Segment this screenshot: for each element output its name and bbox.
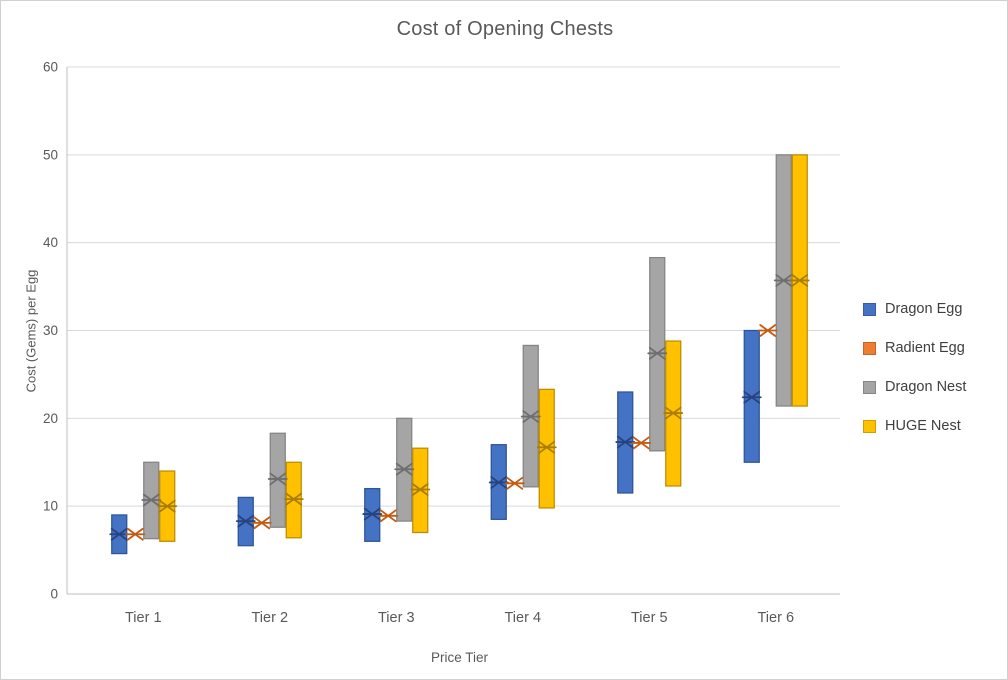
mean-marker-huge-nest-tier-6[interactable] <box>789 274 810 287</box>
mean-marker-radient-egg-tier-4[interactable] <box>504 476 525 490</box>
y-axis-title: Cost (Gems) per Egg <box>23 269 39 393</box>
mean-marker-huge-nest-tier-1[interactable] <box>157 499 178 513</box>
y-tick-label: 10 <box>43 499 58 514</box>
mean-marker-dragon-nest-tier-2[interactable] <box>267 472 288 486</box>
legend-item-dragon-nest[interactable]: Dragon Nest <box>863 379 966 395</box>
y-tick-label: 50 <box>43 147 58 162</box>
x-tick-label: Tier 2 <box>251 610 288 626</box>
mean-marker-dragon-egg-tier-5[interactable] <box>615 435 636 449</box>
x-tick-label: Tier 3 <box>378 610 415 626</box>
mean-marker-dragon-egg-tier-2[interactable] <box>235 514 256 528</box>
mean-marker-dragon-egg-tier-6[interactable] <box>741 390 762 404</box>
y-tick-label: 30 <box>43 323 58 338</box>
legend-swatch-icon-radient-egg <box>863 341 876 355</box>
range-bar-dragon-nest-tier-2[interactable] <box>269 432 286 528</box>
mean-marker-dragon-nest-tier-4[interactable] <box>520 410 541 423</box>
mean-marker-radient-egg-tier-3[interactable] <box>378 509 399 523</box>
legend-swatch-icon-huge-nest <box>863 419 876 433</box>
mean-marker-dragon-nest-tier-5[interactable] <box>647 346 668 360</box>
mean-marker-dragon-egg-tier-3[interactable] <box>362 507 383 521</box>
mean-marker-dragon-egg-tier-1[interactable] <box>109 527 130 541</box>
mean-marker-huge-nest-tier-3[interactable] <box>410 483 431 496</box>
legend-label-dragon-nest: Dragon Nest <box>885 379 967 395</box>
y-tick-label: 60 <box>43 60 58 75</box>
x-tick-label: Tier 1 <box>125 610 162 626</box>
legend-item-dragon-egg[interactable]: Dragon Egg <box>863 301 966 317</box>
chart-title: Cost of Opening Chests <box>396 18 614 40</box>
legend-label-huge-nest: HUGE Nest <box>885 418 961 434</box>
range-bar-huge-nest-tier-4[interactable] <box>538 388 555 509</box>
mean-marker-radient-egg-tier-1[interactable] <box>125 527 146 541</box>
legend-swatch-icon-dragon-egg <box>863 302 876 316</box>
x-tick-label: Tier 4 <box>504 610 541 626</box>
x-axis-title: Price Tier <box>430 650 488 665</box>
legend-item-radient-egg[interactable]: Radient Egg <box>863 340 966 356</box>
legend-item-huge-nest[interactable]: HUGE Nest <box>863 418 966 434</box>
mean-marker-radient-egg-tier-5[interactable] <box>631 436 652 450</box>
mean-marker-dragon-nest-tier-6[interactable] <box>773 274 794 287</box>
y-tick-label: 40 <box>43 235 58 250</box>
x-tick-label: Tier 6 <box>757 610 794 626</box>
mean-marker-radient-egg-tier-6[interactable] <box>757 324 778 337</box>
mean-marker-huge-nest-tier-4[interactable] <box>536 440 557 454</box>
legend-swatch-icon-dragon-nest <box>863 380 876 394</box>
mean-marker-radient-egg-tier-2[interactable] <box>251 516 272 530</box>
mean-marker-dragon-nest-tier-3[interactable] <box>394 462 415 476</box>
legend: Dragon Egg Radient Egg Dragon Nest HUGE Nes… <box>863 301 966 434</box>
y-tick-label: 20 <box>43 411 58 426</box>
y-tick-label: 0 <box>50 587 58 602</box>
legend-label-radient-egg: Radient Egg <box>885 340 965 356</box>
x-tick-label: Tier 5 <box>631 610 668 626</box>
legend-label-dragon-egg: Dragon Egg <box>885 301 963 317</box>
mean-marker-dragon-nest-tier-1[interactable] <box>141 493 162 507</box>
mean-marker-huge-nest-tier-2[interactable] <box>283 492 304 506</box>
mean-marker-dragon-egg-tier-4[interactable] <box>488 476 509 489</box>
mean-marker-huge-nest-tier-5[interactable] <box>663 406 684 420</box>
